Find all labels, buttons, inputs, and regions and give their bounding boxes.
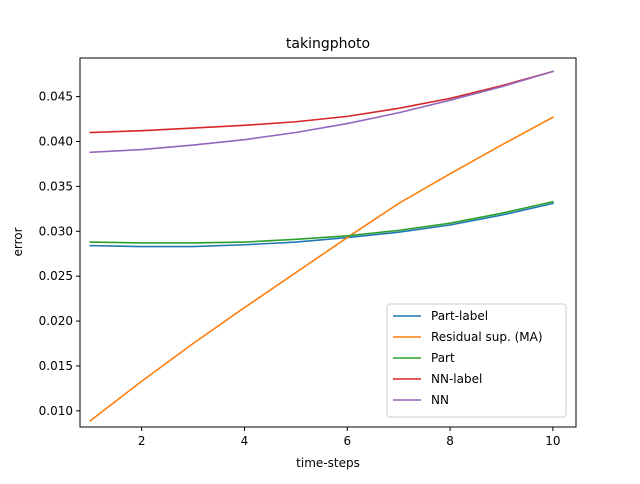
- y-axis-ticks: 0.010 0.015 0.020 0.025 0.030 0.035 0.040 0.045: [39, 90, 80, 418]
- x-tick-label: 10: [545, 434, 560, 448]
- plot-area: [89, 70, 554, 422]
- legend-label: Residual sup. (MA): [431, 330, 543, 344]
- y-tick-label: 0.030: [39, 224, 73, 238]
- x-tick-label: 2: [138, 434, 146, 448]
- y-axis-label: error: [11, 227, 25, 256]
- x-tick-label: 6: [343, 434, 351, 448]
- legend-box: [386, 303, 567, 418]
- legend-label: Part-label: [431, 309, 488, 323]
- legend-label: NN: [431, 393, 449, 407]
- y-tick-label: 0.015: [39, 359, 73, 373]
- legend: Part-label Residual sup. (MA) Part NN-label…: [386, 303, 567, 418]
- series-lines: [89, 70, 554, 422]
- series-line-part-label: [89, 202, 554, 248]
- series-line-residual-sup-ma: [89, 116, 554, 422]
- chart-title: takingphoto: [286, 36, 370, 52]
- legend-label: NN-label: [431, 372, 482, 386]
- series-line-part: [89, 200, 554, 244]
- y-tick-label: 0.045: [39, 90, 73, 104]
- y-tick-label: 0.025: [39, 269, 73, 283]
- x-tick-label: 4: [241, 434, 249, 448]
- y-tick-label: 0.035: [39, 179, 73, 193]
- y-tick-label: 0.020: [39, 314, 73, 328]
- legend-label: Part: [431, 351, 455, 365]
- x-axis-ticks: 2 4 6 8 10: [138, 427, 561, 448]
- series-line-nn: [89, 70, 554, 154]
- y-tick-label: 0.040: [39, 134, 73, 148]
- series-line-nn-label: [89, 70, 554, 134]
- axes-frame: [79, 57, 577, 428]
- y-tick-label: 0.010: [39, 404, 73, 418]
- x-tick-label: 8: [446, 434, 454, 448]
- x-axis-label: time-steps: [296, 456, 360, 470]
